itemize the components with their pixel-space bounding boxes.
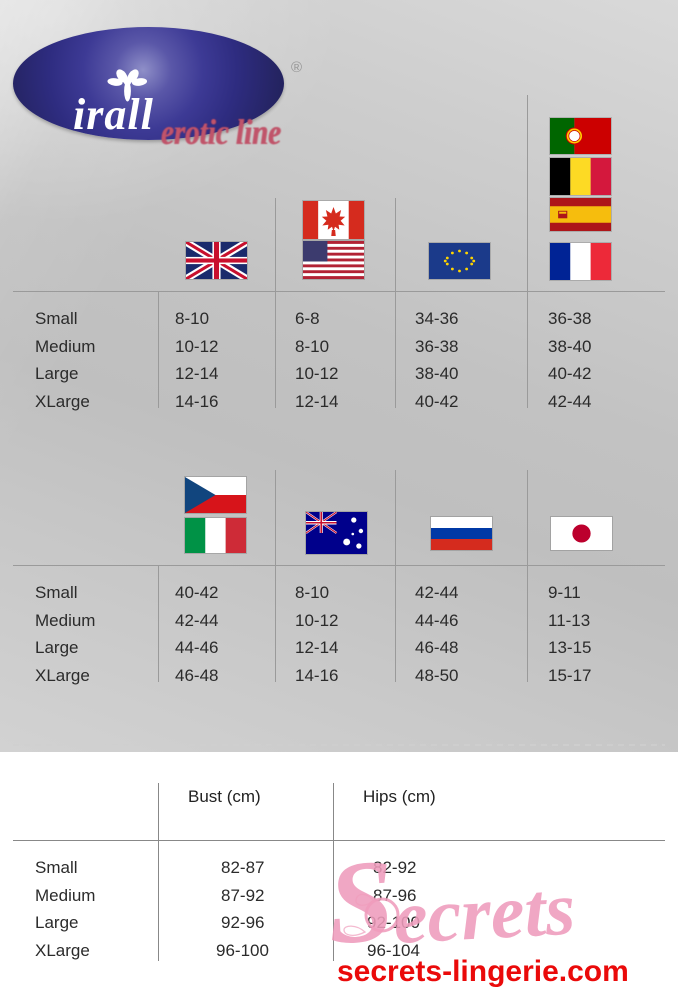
svg-text:S: S (330, 835, 397, 969)
svg-text:ecrets: ecrets (391, 867, 577, 960)
